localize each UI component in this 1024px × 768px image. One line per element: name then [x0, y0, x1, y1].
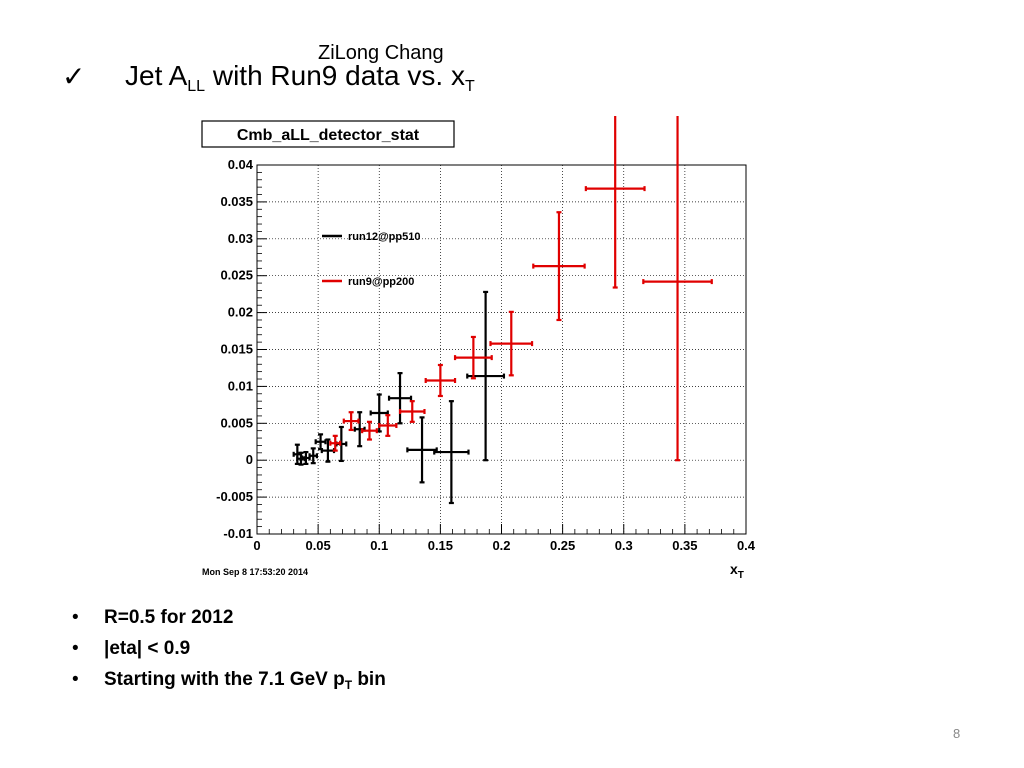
data-point [398, 400, 426, 423]
bullet-list: • R=0.5 for 2012 • |eta| < 0.9 • Starting w… [72, 604, 386, 697]
data-point [453, 335, 493, 380]
data-point [532, 211, 586, 322]
bullet-item: • |eta| < 0.9 [72, 635, 386, 666]
y-tick-label: 0.01 [228, 378, 253, 393]
author-name: ZiLong Chang [318, 42, 444, 64]
bullet-text: |eta| < 0.9 [104, 638, 191, 659]
y-tick-label: 0.005 [220, 415, 253, 430]
data-point [342, 411, 360, 432]
chart-title: Cmb_aLL_detector_stat [237, 127, 420, 144]
data-point [361, 420, 378, 441]
bullet-dot-icon: • [72, 669, 79, 690]
x-tick-label: 0.3 [615, 538, 633, 553]
x-axis-label: xT [730, 561, 744, 581]
y-tick-label: 0.03 [228, 231, 253, 246]
y-tick-label: -0.005 [216, 489, 253, 504]
bullet-dot-icon: • [72, 607, 79, 628]
x-tick-label: 0.1 [370, 538, 388, 553]
y-tick-label: 0.035 [220, 194, 253, 209]
x-tick-label: 0.2 [492, 538, 510, 553]
chart-timestamp: Mon Sep 8 17:53:20 2014 [202, 567, 308, 577]
y-tick-label: 0.04 [228, 157, 254, 172]
bullet-subscript: T [344, 678, 353, 692]
x-tick-label: 0.25 [550, 538, 575, 553]
y-tick-label: -0.01 [223, 526, 253, 541]
page-number: 8 [953, 726, 961, 741]
x-axis-label-main: x [730, 561, 738, 577]
legend-label: run9@pp200 [348, 276, 414, 288]
x-tick-label: 0.4 [737, 538, 756, 553]
title-subscript-ll: LL [187, 78, 206, 95]
y-tick-label: 0.02 [228, 305, 253, 320]
chart-title-box [201, 120, 455, 148]
data-point [584, 88, 646, 289]
data-point [433, 400, 470, 505]
data-point [329, 434, 342, 452]
canvas-background [198, 116, 810, 584]
title-part-b: with Run9 data vs. x [205, 60, 465, 91]
legend-label: run12@pp510 [348, 231, 420, 243]
data-point [308, 447, 319, 465]
y-tick-label: 0.025 [220, 268, 253, 283]
data-point [378, 414, 398, 437]
title-part-a: Jet A [125, 60, 188, 91]
bullet-dot-icon: • [72, 638, 79, 659]
bullet-item: • R=0.5 for 2012 [72, 604, 386, 635]
plot-canvas: Cmb_aLL_detector_stat 0 0.05 0.1 0.15 0.2 0.25… [198, 88, 810, 584]
bullet-text: Starting with the 7.1 GeV p [104, 669, 345, 690]
x-axis-label-subscript: T [738, 570, 744, 581]
data-point [489, 310, 534, 377]
x-tick-label: 0.05 [305, 538, 330, 553]
y-tick-label: 0 [246, 452, 253, 467]
x-tick-label: 0.35 [672, 538, 697, 553]
x-tick-label: 0 [253, 538, 260, 553]
chart-svg: Cmb_aLL_detector_stat 0 0.05 0.1 0.15 0.2 0.25… [198, 88, 810, 584]
title-subscript-t: T [464, 78, 475, 95]
bullet-item: • Starting with the 7.1 GeV pT bin [72, 666, 386, 697]
bullet-text: R=0.5 for 2012 [104, 607, 234, 628]
y-tick-label: 0.015 [220, 342, 253, 357]
data-point [424, 363, 457, 398]
title-text: Jet ALL with Run9 data vs. xT [125, 60, 475, 96]
bullet-text-end: bin [352, 669, 386, 690]
x-tick-label: 0.15 [428, 538, 453, 553]
checkmark-icon: ✓ [62, 61, 86, 92]
data-point [387, 372, 413, 425]
